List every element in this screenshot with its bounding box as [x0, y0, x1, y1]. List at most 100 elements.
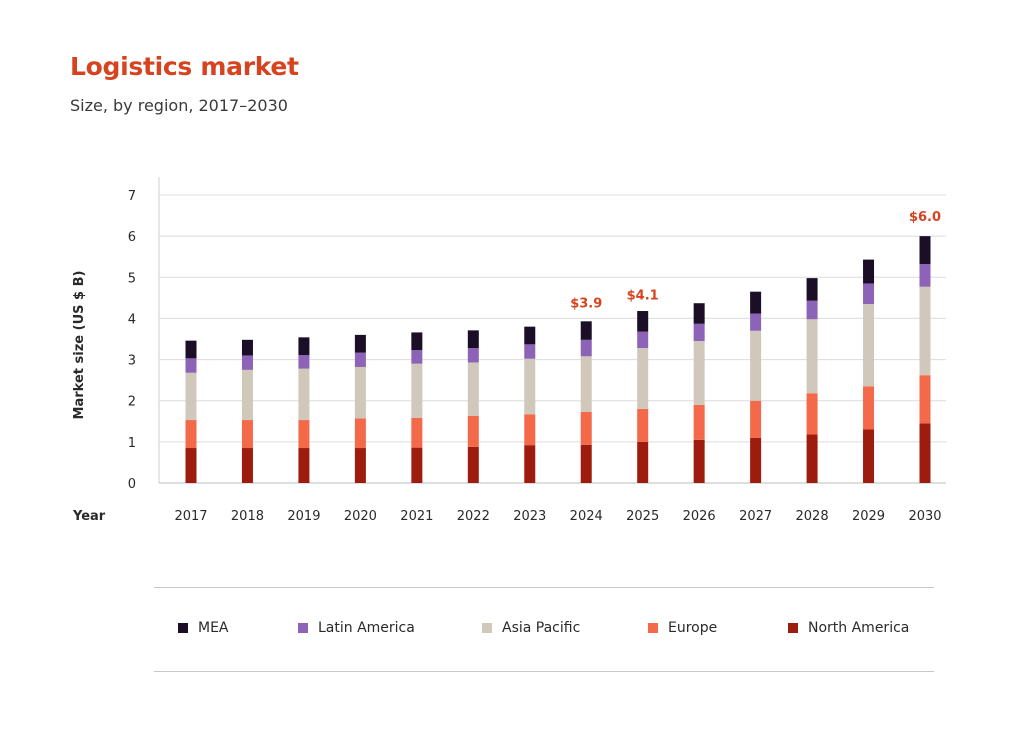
x-tick-label: 2025	[626, 509, 659, 524]
bar-segment-europe	[411, 417, 423, 448]
legend-swatch	[648, 623, 658, 633]
bar-segment-north-america	[693, 439, 705, 483]
x-axis-title: Year	[72, 509, 106, 524]
bar-segment-europe	[580, 411, 592, 445]
bar-segment-asia-pacific	[637, 348, 649, 409]
total-callout: $6.0	[909, 210, 941, 225]
legend-item-europe: Europe	[648, 620, 717, 636]
chart-title: Logistics market	[70, 52, 299, 81]
bar-segment-north-america	[524, 445, 536, 483]
bar-segment-north-america	[185, 448, 197, 483]
bar-segment-europe	[806, 393, 818, 435]
bar-segment-latin-america	[467, 348, 479, 363]
bar-segment-europe	[298, 420, 310, 449]
bar-segment-mea	[241, 339, 253, 356]
chart-legend: MEA Latin America Asia Pacific Europe North …	[154, 588, 934, 672]
y-tick-label: 5	[128, 271, 136, 286]
y-tick-label: 1	[128, 436, 136, 451]
y-tick-label: 2	[128, 395, 136, 410]
bar-segment-asia-pacific	[806, 319, 818, 394]
legend-swatch	[178, 623, 188, 633]
bar-segment-latin-america	[863, 283, 875, 305]
bar-segment-mea	[863, 259, 875, 284]
legend-swatch	[298, 623, 308, 633]
legend-swatch	[788, 623, 798, 633]
x-tick-label: 2018	[231, 509, 264, 524]
bar-segment-asia-pacific	[919, 286, 931, 376]
bar-segment-europe	[863, 386, 875, 430]
bar-segment-latin-america	[298, 355, 310, 369]
y-tick-label: 7	[128, 189, 136, 204]
y-tick-label: 0	[128, 477, 136, 492]
bar-segment-asia-pacific	[580, 356, 592, 412]
x-tick-label: 2024	[570, 509, 603, 524]
x-tick-label: 2028	[796, 509, 829, 524]
bar-segment-mea	[693, 303, 705, 324]
bar-segment-latin-america	[185, 358, 197, 373]
bar-segment-latin-america	[919, 264, 931, 287]
bar-segment-north-america	[580, 444, 592, 483]
bar-segment-latin-america	[354, 352, 366, 367]
bar-segment-north-america	[806, 434, 818, 483]
bar-segment-asia-pacific	[298, 368, 310, 421]
legend-label: North America	[808, 620, 910, 636]
bar-segment-asia-pacific	[750, 330, 762, 401]
bar-segment-asia-pacific	[524, 358, 536, 415]
bar-segment-europe	[524, 414, 536, 446]
bar-segment-mea	[919, 236, 931, 265]
stacked-bar-chart: 0 1 2 3 4 5 6 7 Market size (US $ B) Year 2017 2018…	[72, 177, 946, 524]
bar-segment-latin-america	[637, 331, 649, 349]
bar-segment-north-america	[467, 446, 479, 483]
x-tick-label: 2021	[400, 509, 433, 524]
bar-segment-latin-america	[806, 300, 818, 320]
bar-segment-europe	[637, 408, 649, 442]
bar-segment-asia-pacific	[411, 363, 423, 418]
bar-segment-asia-pacific	[354, 366, 366, 419]
bar-segment-latin-america	[750, 313, 762, 331]
legend-label: MEA	[198, 620, 229, 636]
bar-segment-latin-america	[580, 339, 592, 357]
bar-segment-europe	[354, 418, 366, 449]
bar-segment-europe	[750, 400, 762, 438]
bar-segment-mea	[580, 321, 592, 340]
bar-segment-asia-pacific	[185, 372, 197, 421]
total-callout: $4.1	[627, 288, 659, 303]
x-tick-label: 2027	[739, 509, 772, 524]
legend-item-asia-pacific: Asia Pacific	[482, 620, 580, 636]
bar-segment-asia-pacific	[693, 341, 705, 405]
bar-segment-europe	[185, 420, 197, 449]
x-tick-label: 2022	[457, 509, 490, 524]
bar-segment-latin-america	[693, 323, 705, 342]
bar-segment-europe	[919, 375, 931, 424]
bar-segment-north-america	[750, 437, 762, 483]
bar-segment-latin-america	[524, 344, 536, 359]
bar-segment-mea	[637, 311, 649, 332]
y-tick-label: 6	[128, 230, 136, 245]
legend-label: Asia Pacific	[502, 620, 581, 636]
bar-segment-mea	[354, 334, 366, 353]
x-tick-label: 2023	[513, 509, 546, 524]
x-tick-label: 2020	[344, 509, 377, 524]
bar-segment-north-america	[637, 441, 649, 483]
bar-segment-north-america	[411, 447, 423, 483]
bar-segment-europe	[241, 420, 253, 449]
bar-segment-north-america	[863, 429, 875, 483]
legend-item-mea: MEA	[178, 620, 229, 636]
bar-segment-europe	[693, 404, 705, 440]
bar-segment-mea	[467, 330, 479, 349]
legend-label: Latin America	[318, 620, 415, 636]
legend-bottom-divider	[154, 671, 934, 672]
bar-segment-mea	[298, 337, 310, 356]
bar-segment-mea	[750, 291, 762, 314]
bar-segment-mea	[185, 340, 197, 359]
legend-item-north-america: North America	[788, 620, 909, 636]
x-tick-label: 2030	[908, 509, 941, 524]
bar-segment-asia-pacific	[241, 369, 253, 421]
x-tick-label: 2017	[174, 509, 207, 524]
y-axis-title: Market size (US $ B)	[72, 271, 87, 420]
y-tick-label: 4	[128, 312, 136, 327]
bar-segment-north-america	[298, 448, 310, 483]
chart-subtitle: Size, by region, 2017–2030	[70, 96, 288, 115]
legend-top-divider	[154, 587, 934, 588]
bar-segment-latin-america	[241, 355, 253, 370]
